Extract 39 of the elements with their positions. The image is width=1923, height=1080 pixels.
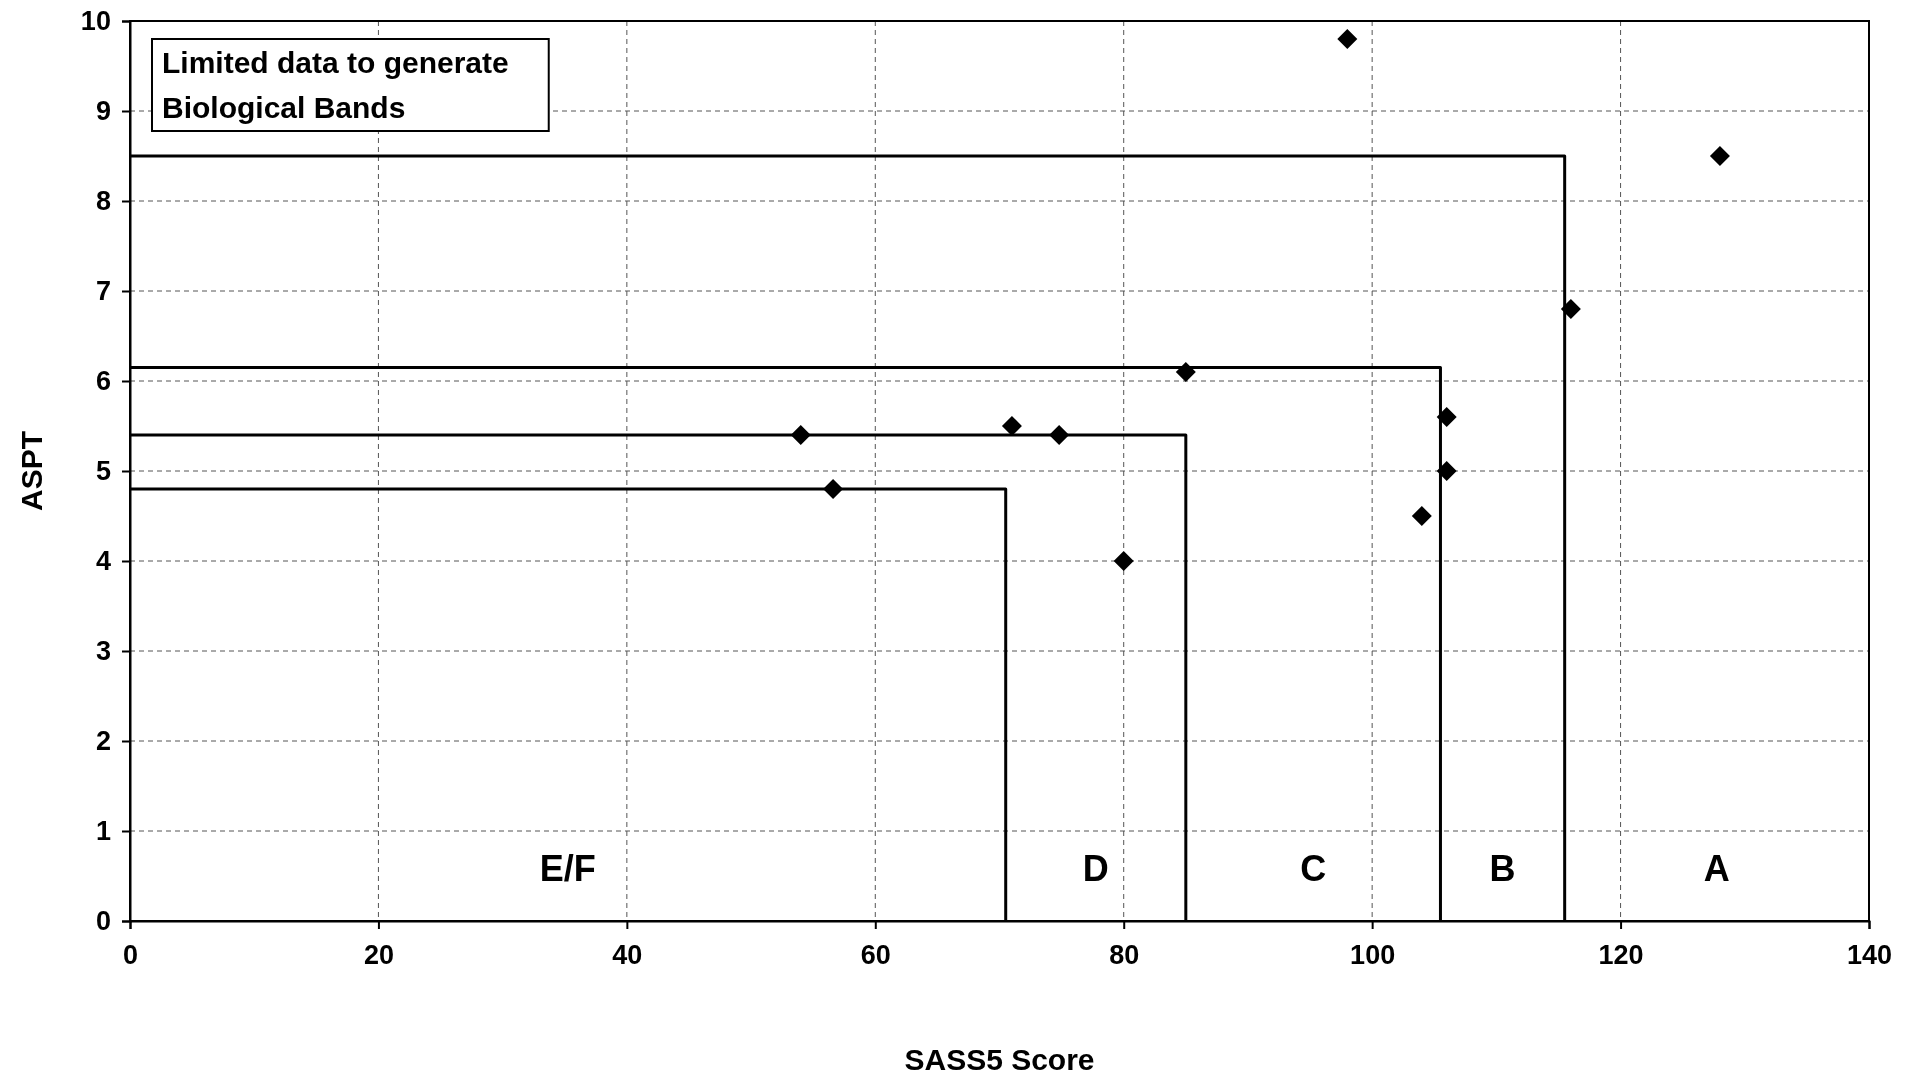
y-tick-label: 0 (95, 906, 111, 937)
x-tick-label: 20 (363, 940, 394, 971)
x-tick-label: 60 (860, 940, 891, 971)
point (1709, 146, 1730, 166)
annotation: B (1489, 847, 1516, 889)
y-tick-label: 3 (95, 636, 111, 667)
point (1436, 461, 1457, 481)
point (1001, 416, 1022, 436)
y-tick-label: 2 (95, 726, 111, 757)
y-tick-label: 4 (95, 546, 111, 577)
annotation: D (1082, 847, 1109, 889)
x-axis-title: SASS5 Score (904, 1043, 1095, 1076)
annotation: E/F (539, 847, 596, 889)
point (1049, 425, 1070, 445)
point (790, 425, 811, 445)
point (1411, 506, 1432, 526)
annotation: A (1703, 847, 1730, 889)
x-tick-label: 40 (612, 940, 643, 971)
y-tick-label: 9 (95, 96, 111, 127)
y-tick-label: 1 (95, 816, 111, 847)
x-tick-label: 120 (1598, 940, 1644, 971)
annotation: Limited data to generate Biological Bands (162, 46, 509, 124)
y-tick-label: 6 (95, 366, 111, 397)
y-tick-label: 5 (95, 456, 111, 487)
y-axis-title: ASPT (15, 430, 48, 512)
point (1175, 362, 1196, 382)
x-tick-label: 80 (1109, 940, 1140, 971)
y-tick-label: 7 (95, 276, 111, 307)
x-tick-label: 100 (1350, 940, 1396, 971)
x-tick-label: 0 (122, 940, 139, 971)
point (1436, 407, 1457, 427)
point (1113, 551, 1134, 571)
x-tick-label: 140 (1846, 940, 1893, 971)
annotation: C (1300, 847, 1327, 889)
y-tick-label: 8 (95, 186, 111, 217)
point (1337, 29, 1358, 49)
point (823, 479, 844, 499)
point (1560, 299, 1581, 319)
y-tick-label: 10 (80, 6, 111, 37)
